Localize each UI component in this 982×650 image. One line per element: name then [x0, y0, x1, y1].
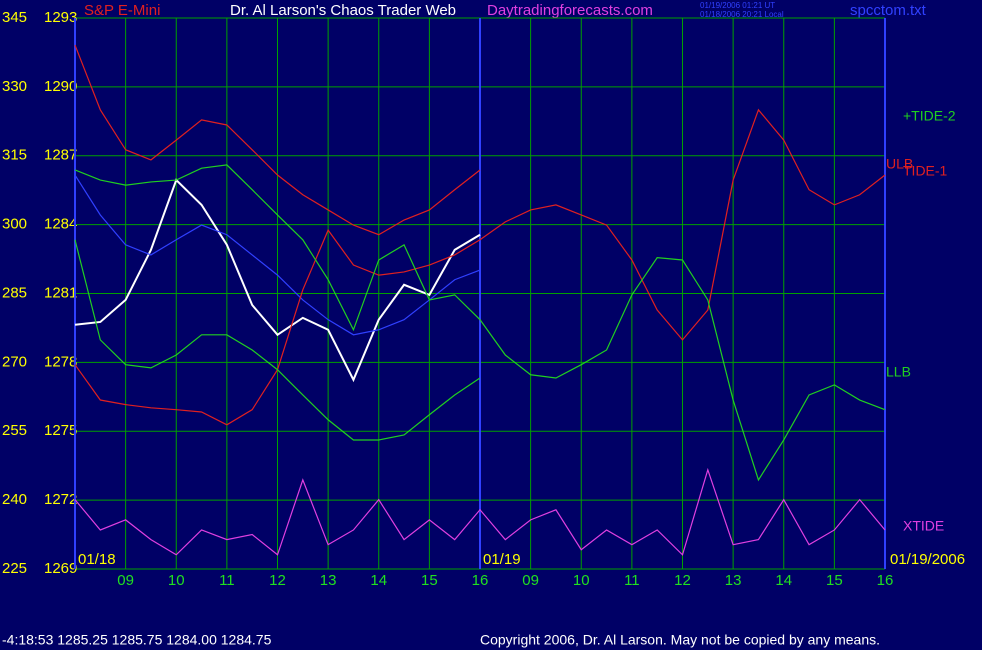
chart-title: Dr. Al Larson's Chaos Trader Web [230, 2, 456, 19]
series-line [74, 174, 481, 336]
series-line [74, 164, 886, 482]
x-tick-label: 13 [320, 572, 337, 589]
x-tick-label: 15 [826, 572, 843, 589]
y2-tick-label: 1278 [44, 353, 77, 370]
x-tick-label: 13 [725, 572, 742, 589]
y-tick-label: 345 [2, 9, 27, 26]
legend-label: LLB [886, 364, 911, 380]
symbol: S&P E-Mini [84, 2, 160, 19]
y-tick-label: 315 [2, 147, 27, 164]
y-tick-label: 240 [2, 491, 27, 508]
x-tick-label: 12 [674, 572, 691, 589]
x-tick-label: 10 [573, 572, 590, 589]
y2-tick-label: 1290 [44, 78, 77, 95]
legend-label: +TIDE-2 [903, 108, 956, 124]
x-tick-label: 12 [269, 572, 286, 589]
timestamp: 01/18/2006 20:21 Local [700, 10, 784, 19]
y2-tick-label: 1284 [44, 216, 77, 233]
y-tick-label: 285 [2, 284, 27, 301]
day-label: 01/19 [483, 551, 521, 568]
y-tick-label: 255 [2, 422, 27, 439]
y-tick-label: 225 [2, 560, 27, 577]
y-tick-label: 300 [2, 216, 27, 233]
x-tick-label: 09 [117, 572, 134, 589]
site: Daytradingforecasts.com [487, 2, 653, 19]
y2-tick-label: 1293 [44, 9, 77, 26]
y-tick-label: 270 [2, 353, 27, 370]
series-line [74, 467, 886, 556]
x-tick-label: 14 [775, 572, 792, 589]
series-line [74, 178, 481, 383]
day-label: 01/19/2006 [890, 551, 965, 568]
y2-tick-label: 1281 [44, 284, 77, 301]
file-name: spcctom.txt [850, 2, 927, 19]
x-tick-label: 16 [877, 572, 894, 589]
x-tick-label: 11 [219, 572, 235, 589]
x-tick-label: 15 [421, 572, 438, 589]
series-line [74, 44, 481, 236]
y2-tick-label: 1275 [44, 422, 77, 439]
status: -4:18:53 1285.25 1285.75 1284.00 1284.75 [2, 632, 272, 648]
series-line [74, 108, 886, 426]
x-tick-label: 09 [522, 572, 539, 589]
timestamp: 01/19/2006 01:21 UT [700, 1, 775, 10]
series-line [74, 239, 481, 441]
y-tick-label: 330 [2, 78, 27, 95]
legend-label: XTIDE [903, 518, 944, 534]
copyright: Copyright 2006, Dr. Al Larson. May not b… [480, 632, 880, 648]
legend-label: TIDE-1 [903, 163, 948, 179]
x-tick-label: 14 [370, 572, 387, 589]
y2-tick-label: 1269 [44, 560, 77, 577]
y2-tick-label: 1272 [44, 491, 77, 508]
x-tick-label: 11 [624, 572, 640, 589]
x-tick-label: 10 [168, 572, 185, 589]
x-tick-label: 16 [472, 572, 489, 589]
legend-label: ULB [886, 156, 913, 172]
day-label: 01/18 [78, 551, 116, 568]
y2-tick-label: 1287 [44, 147, 77, 164]
